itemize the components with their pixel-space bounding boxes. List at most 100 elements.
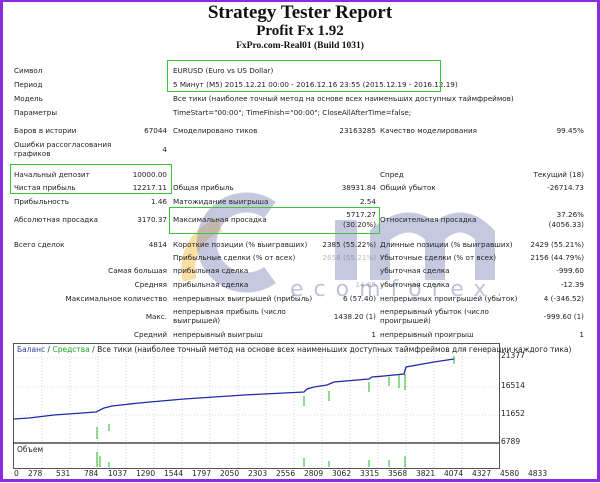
profit-trades-value: 2658 (55.21%) bbox=[322, 253, 376, 262]
avg-cons-wins-value: 1 bbox=[371, 330, 376, 339]
max-drawdown-value: 5717.27 bbox=[346, 210, 376, 219]
deposit-profit-highlight bbox=[10, 164, 172, 194]
symbol-value: EURUSD (Euro vs US Dollar) bbox=[173, 66, 274, 75]
avg-cons-losses-label: непрерывный проигрыш bbox=[380, 330, 474, 339]
legend-description: / Все тики (наиболее точный метод на осн… bbox=[89, 345, 572, 354]
legend-balance: Баланс bbox=[17, 345, 46, 354]
deposit-label: Начальный депозит bbox=[14, 170, 90, 179]
max-cons-profit-label: непрерывная прибыль (число выигрышей) bbox=[173, 307, 286, 325]
short-positions-value: 2385 (55.22%) bbox=[322, 240, 376, 249]
model-label: Модель bbox=[14, 94, 43, 103]
x-tick: 3062 bbox=[332, 469, 352, 478]
profit-factor-value: 1.46 bbox=[150, 197, 167, 206]
period-label: Период bbox=[14, 80, 43, 89]
loss-trades-value: 2156 (44.79%) bbox=[530, 253, 584, 262]
x-tick: 4074 bbox=[444, 469, 464, 478]
average-label: Средняя bbox=[134, 280, 167, 289]
net-profit-label: Чистая прибыль bbox=[14, 183, 76, 192]
expected-payoff-value: 2.54 bbox=[359, 197, 376, 206]
y-tick: 6789 bbox=[501, 437, 521, 446]
quality-label: Качество моделирования bbox=[380, 126, 478, 135]
rel-drawdown-abs: (4056.33) bbox=[548, 220, 584, 229]
largest-label: Самая большая bbox=[108, 266, 167, 275]
legend-separator: / bbox=[45, 345, 53, 354]
max-drawdown-highlight bbox=[169, 207, 380, 234]
rel-drawdown-value: 37.26% bbox=[556, 210, 584, 219]
expected-payoff-label: Матожидание выигрыша bbox=[173, 197, 269, 206]
quality-value: 99.45% bbox=[556, 126, 584, 135]
legend-equity: Средства bbox=[52, 345, 90, 354]
spread-value: Текущий (18) bbox=[533, 170, 584, 179]
max-cons-loss-label: непрерывный убыток (число проигрышей) bbox=[380, 307, 489, 325]
bars-label: Баров в истории bbox=[14, 126, 77, 135]
avg-profit-value: 14.65 bbox=[355, 280, 376, 289]
model-value: Все тики (наиболее точный метод на основ… bbox=[173, 94, 514, 103]
loss-trades-label: Убыточные сделки (% от всех) bbox=[380, 253, 497, 262]
x-tick: 3568 bbox=[388, 469, 408, 478]
max-cons-losses-label: непрерывных проигрышей (убыток) bbox=[380, 294, 518, 303]
chart-legend: Баланс / Средства / Все тики (наиболее т… bbox=[17, 345, 571, 354]
balance-chart: Баланс / Средства / Все тики (наиболее т… bbox=[13, 343, 571, 469]
max-count-label: Максимальное количество bbox=[65, 294, 167, 303]
ticks-label: Смоделировано тиков bbox=[173, 126, 258, 135]
long-positions-value: 2429 (55.21%) bbox=[530, 240, 584, 249]
max-cons-wins-value: 6 (57.40) bbox=[342, 294, 376, 303]
gross-profit-label: Общая прибыль bbox=[173, 183, 234, 192]
x-tick: 3821 bbox=[416, 469, 436, 478]
errors-label: Ошибки рассогласования графиков bbox=[14, 140, 112, 158]
x-tick: 4327 bbox=[472, 469, 492, 478]
avg-profit-label: прибыльная сделка bbox=[173, 280, 249, 289]
server-build: FxPro.com-Real01 (Build 1031) bbox=[236, 41, 364, 51]
symbol-label: Символ bbox=[14, 66, 43, 75]
avg-cons-wins-label: непрерывный выигрыш bbox=[173, 330, 263, 339]
short-positions-label: Короткие позиции (% выигравших) bbox=[173, 240, 308, 249]
period-value: 5 Минут (M5) 2015.12.21 00:00 - 2016.12.… bbox=[173, 80, 458, 89]
gross-loss-label: Общий убыток bbox=[380, 183, 436, 192]
profit-factor-label: Прибыльность bbox=[14, 197, 70, 206]
max-cons-loss-value: -999.60 (1) bbox=[543, 312, 584, 321]
avg-cons-label: Средний bbox=[133, 330, 167, 339]
total-trades-value: 4814 bbox=[148, 240, 167, 249]
max-drawdown-label: Максимальная просадка bbox=[173, 215, 267, 224]
bars-value: 67044 bbox=[144, 126, 167, 135]
abs-drawdown-value: 3170.37 bbox=[137, 215, 167, 224]
report-title: Strategy Tester Report bbox=[207, 2, 393, 23]
y-tick: 11652 bbox=[501, 409, 525, 418]
x-tick: 0 bbox=[14, 469, 19, 478]
gross-loss-value: -26714.73 bbox=[547, 183, 584, 192]
max-cons-losses-value: 4 (-346.52) bbox=[543, 294, 584, 303]
profit-trades-label: Прибыльные сделки (% от всех) bbox=[173, 253, 296, 262]
x-tick: 2050 bbox=[220, 469, 240, 478]
x-tick: 1544 bbox=[164, 469, 184, 478]
x-tick: 4833 bbox=[528, 469, 548, 478]
max-label: Макс. bbox=[145, 312, 167, 321]
y-tick: 16514 bbox=[501, 381, 525, 390]
ticks-value: 23163285 bbox=[339, 126, 376, 135]
abs-drawdown-label: Абсолютная просадка bbox=[14, 215, 98, 224]
avg-loss-value: -12.39 bbox=[560, 280, 584, 289]
y-tick: 21377 bbox=[501, 351, 525, 360]
net-profit-value: 12217.11 bbox=[132, 183, 167, 192]
x-tick: 2303 bbox=[248, 469, 268, 478]
spread-label: Спред bbox=[380, 170, 404, 179]
x-tick: 784 bbox=[84, 469, 99, 478]
x-tick: 2809 bbox=[304, 469, 324, 478]
volume-label: Объем bbox=[17, 445, 44, 454]
x-tick: 1037 bbox=[108, 469, 128, 478]
errors-value: 4 bbox=[162, 145, 167, 154]
avg-cons-losses-value: 1 bbox=[579, 330, 584, 339]
chart-plot bbox=[14, 344, 499, 468]
gross-profit-value: 38931.84 bbox=[341, 183, 376, 192]
rel-drawdown-label: Относительная просадка bbox=[380, 215, 477, 224]
largest-profit-label: прибыльная сделка bbox=[173, 266, 249, 275]
avg-loss-label: убыточная сделка bbox=[380, 280, 450, 289]
x-tick: 2556 bbox=[276, 469, 296, 478]
x-tick: 4580 bbox=[500, 469, 520, 478]
params-label: Параметры bbox=[14, 108, 58, 117]
long-positions-label: Длинные позиции (% выигравших) bbox=[380, 240, 513, 249]
largest-loss-value: -999.60 bbox=[556, 266, 584, 275]
x-tick: 531 bbox=[56, 469, 71, 478]
x-tick: 1797 bbox=[192, 469, 212, 478]
expert-name: Profit Fx 1.92 bbox=[256, 23, 344, 39]
max-cons-profit-value: 1438.20 (1) bbox=[333, 312, 376, 321]
